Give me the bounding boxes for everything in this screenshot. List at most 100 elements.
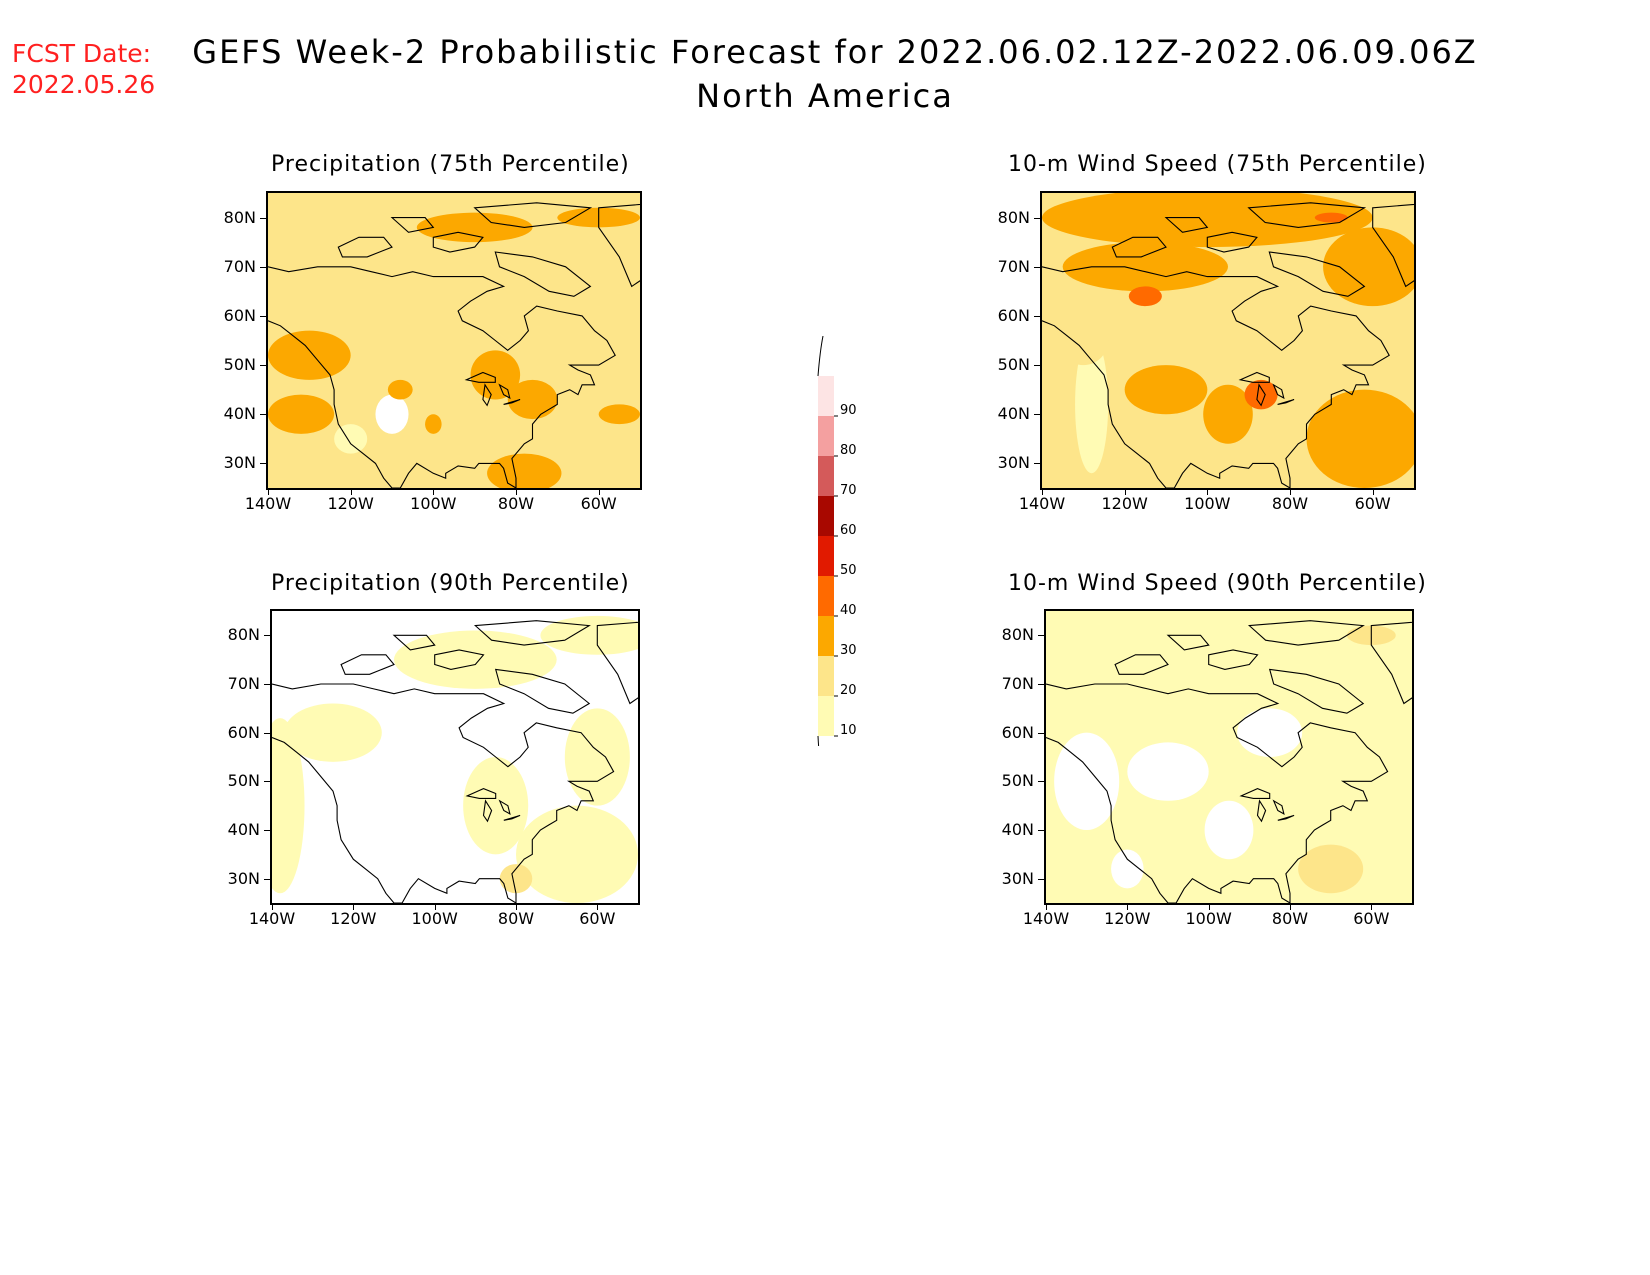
lat-tick-label: 30N xyxy=(1001,868,1034,888)
arctic-island-outline xyxy=(494,251,592,297)
colorbar-segment xyxy=(818,416,834,456)
coastline xyxy=(272,683,615,903)
lon-tick-label: 120W xyxy=(327,494,374,513)
lat-tick xyxy=(260,463,266,465)
lon-tick xyxy=(1372,490,1374,495)
lat-tick-label: 60N xyxy=(227,722,260,742)
lat-tick xyxy=(260,217,266,219)
great-lake-outline xyxy=(1272,383,1285,400)
lon-tick-label: 80W xyxy=(497,494,535,513)
probability-region xyxy=(516,805,638,903)
lat-tick-label: 60N xyxy=(997,305,1030,325)
lat-tick-label: 70N xyxy=(1001,674,1034,693)
lon-tick-label: 100W xyxy=(411,909,458,928)
great-lake-outline xyxy=(464,371,496,383)
lon-tick xyxy=(434,905,436,910)
lon-tick-label: 80W xyxy=(1271,494,1309,513)
arctic-island-outline xyxy=(434,649,485,670)
lat-tick-label: 60N xyxy=(223,305,256,325)
lon-tick xyxy=(1207,490,1209,495)
lat-tick xyxy=(264,635,270,637)
colorbar-segment xyxy=(818,536,834,576)
probability-region xyxy=(1058,315,1109,366)
probability-region xyxy=(1204,800,1254,860)
precip-90-map xyxy=(270,609,640,905)
great-lake-outline xyxy=(498,799,511,815)
arctic-island-outline xyxy=(337,236,393,258)
lat-tick-label: 80N xyxy=(1001,625,1034,645)
colorbar-level-label: 90 xyxy=(840,403,857,418)
lon-tick-label: 80W xyxy=(1271,909,1309,928)
colorbar: 10 20 30 40 50 60 70 80 90 xyxy=(812,335,882,772)
great-lake-outline xyxy=(1256,383,1266,407)
arctic-island-outline xyxy=(473,202,593,228)
precip-75-map xyxy=(266,191,642,490)
lon-tick-label: 120W xyxy=(1101,494,1148,513)
lat-tick xyxy=(264,781,270,783)
colorbar-segment xyxy=(818,696,834,736)
lon-tick-label: 60W xyxy=(1354,494,1391,513)
colorbar-bottom-end xyxy=(817,735,823,772)
probability-region xyxy=(499,864,533,894)
lon-tick xyxy=(1124,490,1126,495)
colorbar-level-label: 80 xyxy=(840,443,857,458)
probability-region xyxy=(1054,732,1120,830)
forecast-date-block: FCST Date: 2022.05.26 xyxy=(12,38,155,100)
lon-tick xyxy=(1127,905,1129,910)
great-lake-outline xyxy=(1272,799,1285,815)
lat-tick-label: 50N xyxy=(1001,771,1034,791)
probability-region xyxy=(1124,365,1208,415)
coastline xyxy=(1046,683,1389,903)
arctic-island-outline xyxy=(494,668,591,714)
probability-region xyxy=(1237,708,1303,757)
panel-title: Precipitation (90th Percentile) xyxy=(271,571,630,596)
arctic-island-outline xyxy=(1372,203,1414,288)
lon-tick-label: 60W xyxy=(580,494,617,513)
arctic-island-outline xyxy=(432,231,484,253)
lon-tick-label: 60W xyxy=(1353,909,1390,928)
lat-tick xyxy=(1038,781,1044,783)
lat-tick xyxy=(1034,266,1040,268)
lon-tick-label: 100W xyxy=(1184,494,1231,513)
lon-tick-label: 140W xyxy=(244,494,292,513)
lon-tick xyxy=(516,490,517,495)
lon-tick-label: 140W xyxy=(1022,909,1070,928)
lon-tick xyxy=(1290,905,1291,910)
arctic-island-outline xyxy=(1206,231,1258,253)
lon-tick xyxy=(353,905,355,910)
probability-region xyxy=(507,379,558,420)
colorbar-level-label: 40 xyxy=(840,603,857,618)
page-title: GEFS Week-2 Probabilistic Forecast for 2… xyxy=(0,30,1650,118)
arctic-island-outline xyxy=(340,654,395,675)
arctic-island-outline xyxy=(596,621,638,705)
lat-tick xyxy=(260,414,266,416)
lat-tick xyxy=(1038,732,1044,734)
great-lake-outline xyxy=(1239,788,1271,799)
probability-region xyxy=(463,757,529,855)
probability-region xyxy=(487,453,562,488)
lon-tick-label: 120W xyxy=(1104,909,1151,928)
probability-region xyxy=(268,330,351,380)
probability-region xyxy=(540,615,638,655)
panel-title: 10-m Wind Speed (75th Percentile) xyxy=(1008,152,1427,177)
colorbar-level-label: 10 xyxy=(840,723,857,738)
arctic-island-outline xyxy=(598,203,640,288)
forecast-date-value: 2022.05.26 xyxy=(12,70,156,99)
probability-region xyxy=(598,404,640,425)
probability-region xyxy=(1128,286,1162,307)
colorbar-level-label: 70 xyxy=(840,483,857,498)
colorbar-segment xyxy=(818,616,834,656)
probability-region xyxy=(425,414,442,434)
probability-region xyxy=(1111,849,1144,889)
lat-tick-label: 30N xyxy=(223,453,256,473)
lat-tick-label: 40N xyxy=(997,404,1030,424)
lat-tick xyxy=(1038,878,1044,880)
great-lake-outline xyxy=(498,383,511,400)
lon-tick xyxy=(516,905,517,910)
lon-tick xyxy=(598,490,600,495)
arctic-island-outline xyxy=(390,217,435,233)
panel-title: 10-m Wind Speed (90th Percentile) xyxy=(1008,571,1427,596)
colorbar-segment xyxy=(818,576,834,616)
colorbar-level-label: 60 xyxy=(840,523,857,538)
lon-tick xyxy=(272,905,273,910)
